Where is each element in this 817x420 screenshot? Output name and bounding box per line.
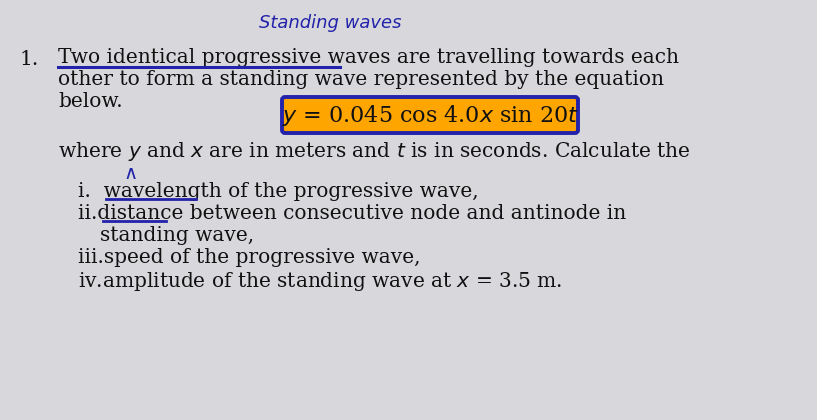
FancyBboxPatch shape: [282, 97, 578, 133]
Text: other to form a standing wave represented by the equation: other to form a standing wave represente…: [58, 70, 664, 89]
Text: iii.speed of the progressive wave,: iii.speed of the progressive wave,: [78, 248, 421, 267]
Text: Standing waves: Standing waves: [259, 14, 401, 32]
Text: iv.amplitude of the standing wave at $x$ = 3.5 m.: iv.amplitude of the standing wave at $x$…: [78, 270, 562, 293]
Text: $\wedge$: $\wedge$: [123, 164, 137, 183]
Text: Two identical progressive waves are travelling towards each: Two identical progressive waves are trav…: [58, 48, 679, 67]
Text: where $y$ and $x$ are in meters and $t$ is in seconds. Calculate the: where $y$ and $x$ are in meters and $t$ …: [58, 140, 691, 163]
Text: standing wave,: standing wave,: [100, 226, 254, 245]
Text: 1.: 1.: [20, 50, 39, 69]
Text: $y$ = 0.045 cos 4.0$x$ sin 20$t$: $y$ = 0.045 cos 4.0$x$ sin 20$t$: [282, 102, 578, 128]
Text: below.: below.: [58, 92, 123, 111]
Text: i.  wavelength of the progressive wave,: i. wavelength of the progressive wave,: [78, 182, 479, 201]
Text: ii.distance between consecutive node and antinode in: ii.distance between consecutive node and…: [78, 204, 627, 223]
